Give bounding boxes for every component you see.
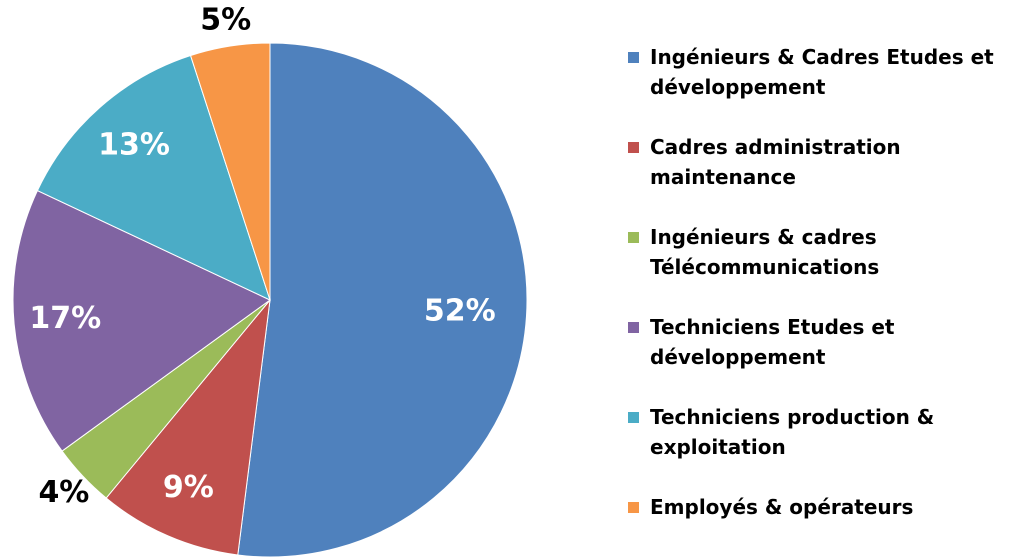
legend-swatch [628,502,639,513]
legend-label: Ingénieurs & cadres Télécommunications [650,225,880,279]
legend-swatch [628,142,639,153]
legend-label: Techniciens Etudes et développement [650,315,895,369]
data-label: 13% [98,127,170,162]
pie-slice [36,54,271,301]
legend-item: Techniciens production & exploitation [628,402,1013,462]
chart: 52% 9% 4% 17% 13% 5% [12,2,528,557]
legend-item: Cadres administration maintenance [628,132,1013,192]
data-label: 4% [38,475,89,510]
legend-item: Ingénieurs & Cadres Etudes et développem… [628,42,1013,102]
data-label: 17% [29,301,101,336]
legend-swatch [628,232,639,243]
data-label: 9% [163,470,214,505]
data-label: 5% [200,2,251,37]
legend-label: Techniciens production & exploitation [650,405,935,459]
legend-swatch [628,412,639,423]
data-label: 52% [424,293,496,328]
legend-item: Techniciens Etudes et développement [628,312,1013,372]
pie-slice [105,298,271,556]
legend-label: Ingénieurs & Cadres Etudes et développem… [650,45,994,99]
legend-label: Cadres administration maintenance [650,135,901,189]
pie-slice [189,42,271,301]
legend-swatch [628,52,639,63]
legend-label: Employés & opérateurs [650,495,914,519]
pie-slice [12,189,271,452]
legend-item: Employés & opérateurs [628,492,1013,522]
legend-item: Ingénieurs & cadres Télécommunications [628,222,1013,282]
pie-slice [237,42,528,557]
legend-swatch [628,322,639,333]
